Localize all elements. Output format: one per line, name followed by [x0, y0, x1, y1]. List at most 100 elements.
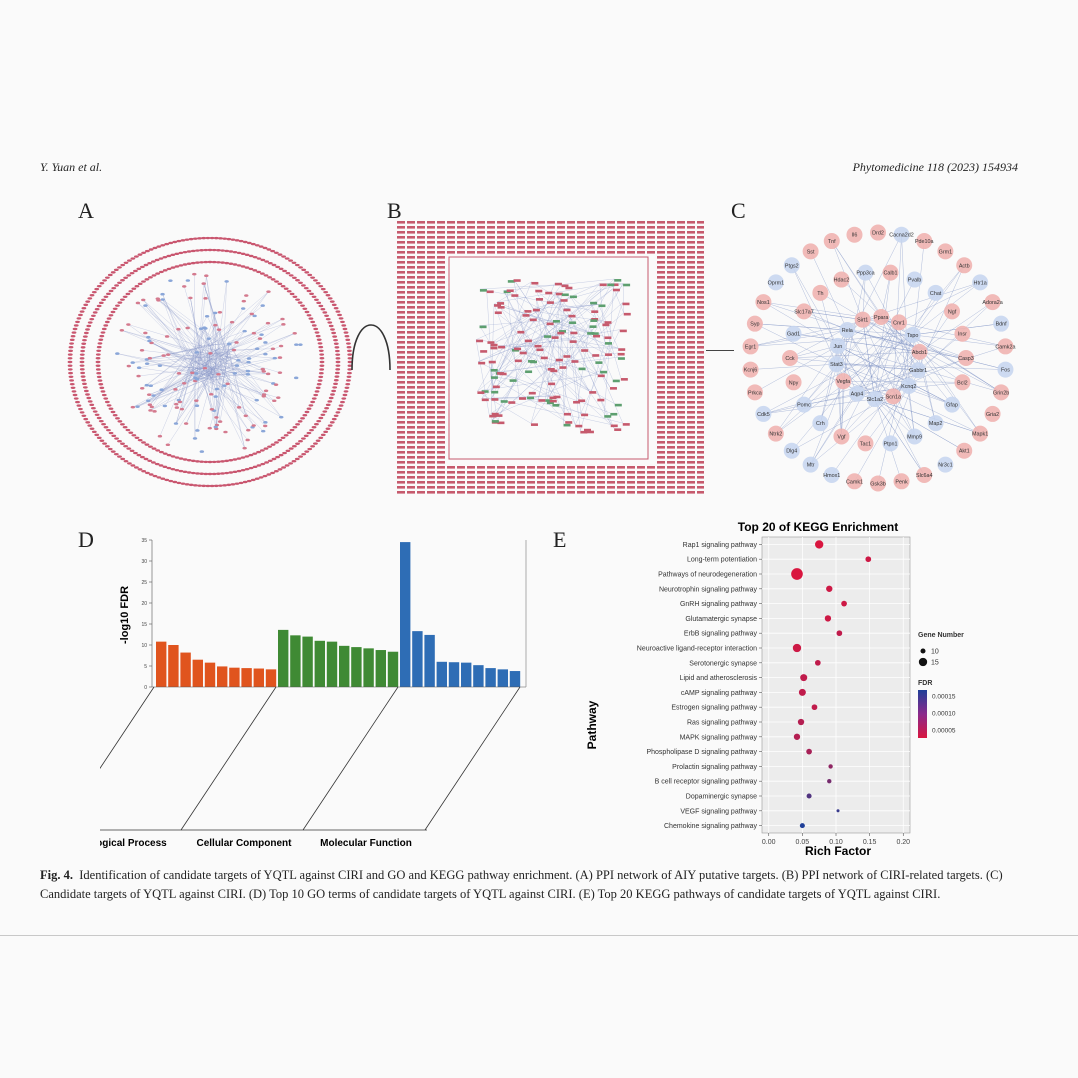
- node: [479, 325, 487, 329]
- ring-node: [324, 314, 329, 317]
- frame-node: [677, 411, 685, 414]
- ring-node: [98, 338, 104, 341]
- ring-node: [211, 260, 217, 264]
- frame-node: [567, 486, 575, 489]
- ring-node: [201, 484, 207, 488]
- ring-node: [89, 403, 95, 407]
- frame-node: [677, 301, 685, 304]
- frame-node: [677, 221, 685, 224]
- frame-node: [607, 246, 615, 249]
- node: [162, 404, 168, 408]
- frame-node: [607, 481, 615, 484]
- frame-node: [687, 286, 695, 289]
- ring-node: [260, 258, 266, 262]
- pathway-label: Dopaminergic synapse: [686, 794, 757, 801]
- frame-node: [427, 306, 435, 309]
- pathway-label: Phospholipase D signaling pathway: [646, 749, 757, 756]
- ring-node: [111, 286, 117, 290]
- frame-node: [407, 366, 415, 369]
- frame-node: [407, 251, 415, 254]
- node: [544, 335, 552, 338]
- node: [618, 348, 626, 351]
- frame-node: [617, 226, 625, 229]
- frame-node: [587, 471, 595, 474]
- frame-node: [657, 431, 665, 434]
- ring-node: [186, 459, 192, 462]
- frame-node: [677, 276, 685, 279]
- ring-node: [260, 462, 266, 466]
- running-header-authors: Y. Yuan et al.: [40, 160, 103, 174]
- frame-node: [587, 251, 595, 254]
- frame-node: [407, 311, 415, 314]
- ring-node: [295, 423, 300, 426]
- frame-node: [407, 286, 415, 289]
- node-label: Gad1: [787, 332, 800, 338]
- ring-node: [67, 364, 73, 367]
- ring-node: [184, 483, 190, 486]
- ring-node: [209, 484, 215, 488]
- frame-node: [687, 431, 695, 434]
- ring-node: [164, 478, 170, 482]
- frame-node: [677, 341, 685, 344]
- node: [182, 285, 187, 288]
- frame-node: [687, 446, 695, 449]
- ring-node: [306, 431, 312, 435]
- node: [202, 366, 208, 370]
- bar: [168, 645, 179, 687]
- edge: [836, 363, 919, 371]
- frame-node: [667, 416, 675, 419]
- frame-node: [697, 326, 704, 329]
- ring-node: [148, 473, 154, 476]
- frame-node: [677, 331, 685, 334]
- frame-node: [397, 291, 405, 294]
- edge: [763, 301, 839, 347]
- frame-node: [697, 241, 704, 244]
- frame-node: [417, 291, 425, 294]
- frame-node: [397, 276, 405, 279]
- edge: [151, 342, 220, 372]
- ring-node: [277, 468, 283, 471]
- frame-node: [437, 236, 445, 239]
- legend-size-title: Gene Number: [918, 632, 964, 639]
- frame-node: [437, 291, 445, 294]
- frame-node: [697, 441, 704, 444]
- bar: [387, 651, 399, 687]
- frame-node: [517, 486, 525, 489]
- ring-node: [309, 428, 314, 432]
- frame-node: [657, 401, 665, 404]
- node: [225, 382, 230, 386]
- ring-node: [89, 317, 95, 321]
- frame-node: [667, 281, 675, 284]
- pathway-label: Serotonergic synapse: [689, 660, 757, 667]
- edge: [149, 350, 202, 405]
- node: [540, 356, 548, 360]
- node: [527, 396, 535, 400]
- ring-node: [250, 242, 256, 246]
- ring-node: [252, 269, 258, 272]
- ring-node: [195, 472, 200, 475]
- frame-node: [417, 266, 425, 269]
- frame-node: [427, 316, 435, 319]
- y-tick-label: 0: [144, 685, 147, 691]
- frame-node: [407, 486, 415, 489]
- frame-node: [557, 471, 565, 474]
- frame-node: [667, 331, 675, 334]
- ring-node: [325, 294, 331, 297]
- frame-node: [397, 341, 405, 344]
- frame-node: [427, 376, 435, 379]
- ring-node: [75, 400, 80, 404]
- frame-node: [437, 326, 445, 329]
- pathway-label: Lipid and atherosclerosis: [680, 675, 758, 682]
- frame-node: [507, 466, 515, 469]
- edge: [217, 305, 263, 344]
- ring-node: [266, 473, 272, 476]
- frame-node: [417, 451, 425, 454]
- ring-node: [320, 287, 326, 291]
- network-node: Ntrk2: [767, 425, 784, 442]
- frame-node: [477, 241, 485, 244]
- ring-node: [332, 386, 338, 389]
- node: [497, 372, 505, 375]
- node-label: Drd2: [872, 231, 884, 237]
- frame-node: [437, 436, 445, 439]
